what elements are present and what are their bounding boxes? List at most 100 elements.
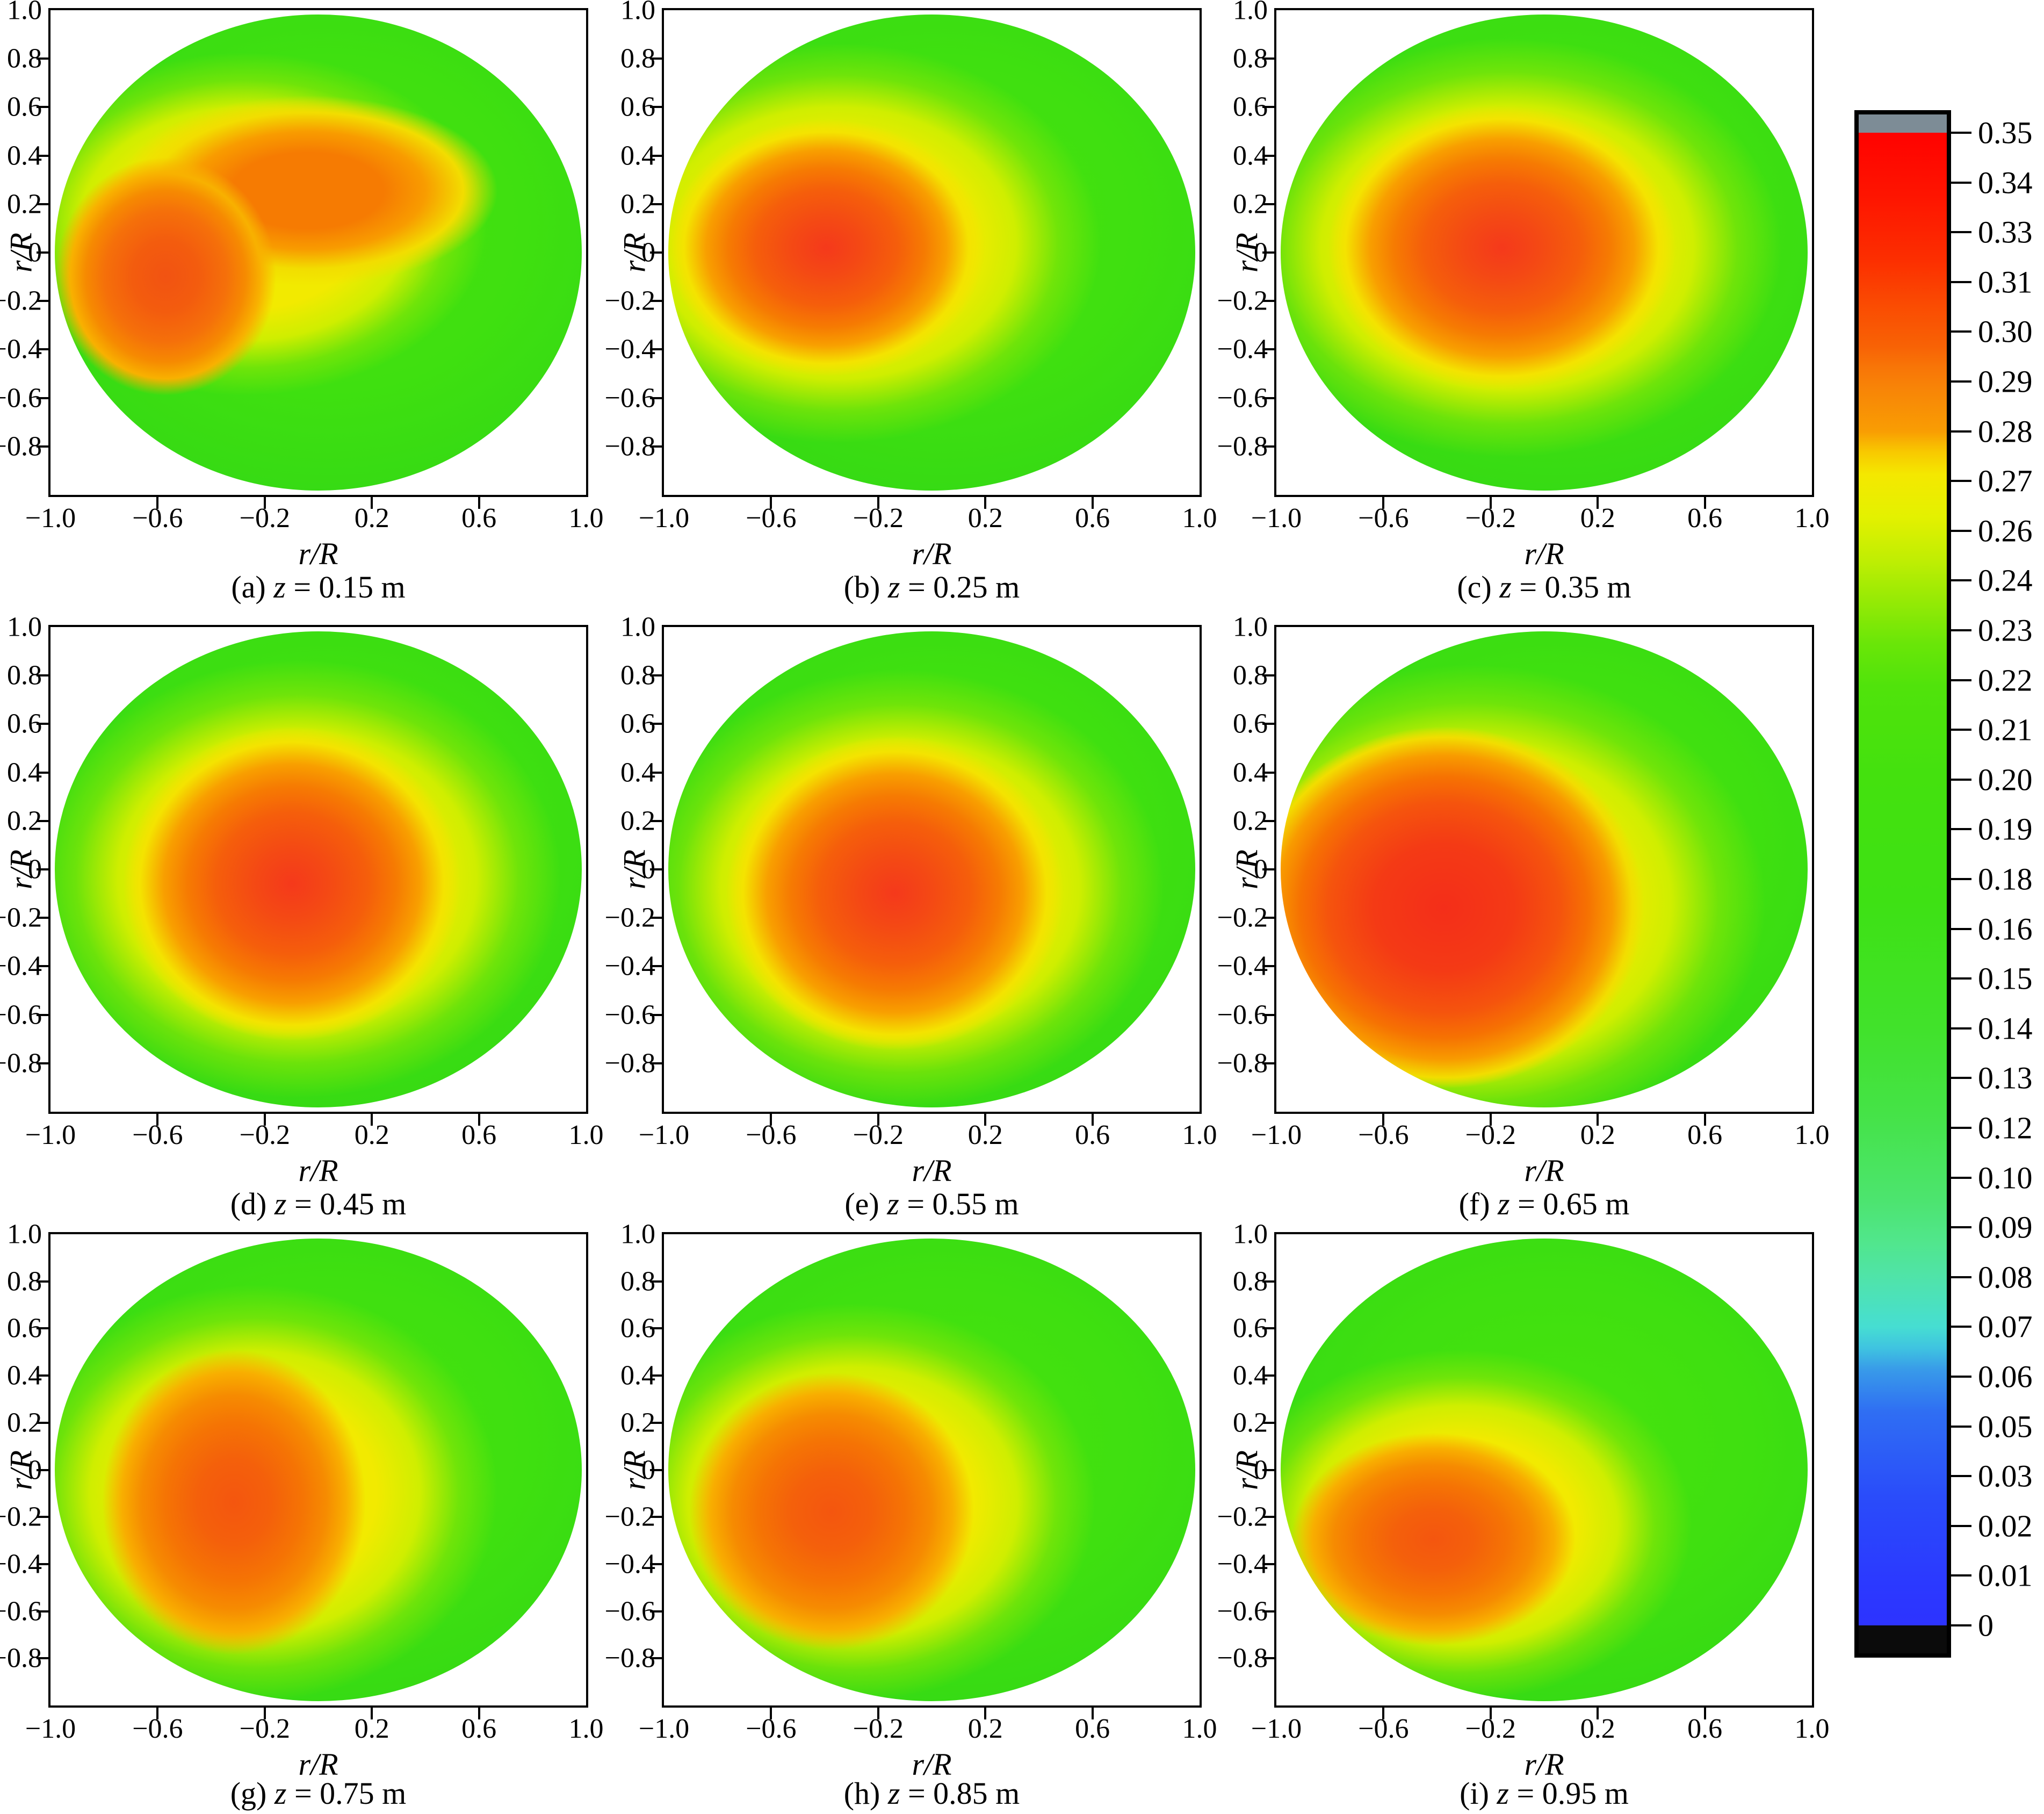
y-tick-label: 0 — [28, 854, 42, 885]
panel-caption: (c) z = 0.35 m — [1457, 570, 1631, 604]
y-tick-label: −0.4 — [604, 1549, 655, 1580]
y-tick-label: −0.4 — [604, 951, 655, 982]
x-tick-label: 0.6 — [1075, 503, 1110, 534]
contour-disk — [55, 15, 582, 491]
y-tick-label: 0.2 — [1233, 189, 1268, 220]
colorbar-gradient — [1859, 133, 1947, 1625]
contour-disk — [668, 1239, 1195, 1701]
contour-panel-c: −1.0 −0.6 −0.2 0.2 0.6 1.0 1.0 0.8 0.6 0.4 0.2 0 −0… — [1217, 0, 1830, 604]
colorbar-tick-mark — [1951, 1276, 1971, 1278]
y-tick-label: −0.6 — [0, 1596, 42, 1627]
colorbar-tick-mark — [1951, 480, 1971, 483]
colorbar-tick-mark — [1951, 1226, 1971, 1229]
y-tick-label: −0.2 — [1217, 285, 1268, 316]
y-tick-label: 0 — [28, 1455, 42, 1485]
x-tick-label: −0.2 — [853, 1120, 904, 1150]
y-tick-label: 0.8 — [7, 43, 42, 74]
x-tick-label: 0.6 — [1075, 1120, 1110, 1150]
y-tick-label: −0.2 — [1217, 902, 1268, 933]
y-tick-label: −0.8 — [0, 1643, 42, 1674]
y-tick-label: 0.4 — [7, 140, 42, 171]
x-tick-label: 0.6 — [1687, 1120, 1723, 1150]
colorbar-tick-label: 0.08 — [1978, 1259, 2033, 1295]
x-tick-label: 0.6 — [461, 503, 497, 534]
y-tick-label: −0.4 — [604, 334, 655, 365]
y-tick-label: 0.4 — [620, 140, 655, 171]
y-tick-label: 1.0 — [620, 611, 655, 643]
x-axis-title: r/R — [912, 536, 952, 571]
x-tick-label: −0.2 — [1465, 503, 1516, 534]
y-tick-label: −0.8 — [604, 1643, 655, 1674]
y-tick-label: 0.6 — [7, 708, 42, 739]
y-tick-label: 1.0 — [1233, 0, 1268, 26]
colorbar-tick-label: 0.02 — [1978, 1508, 2033, 1544]
x-tick-label: 0.2 — [1580, 503, 1615, 534]
contour-panel-a: −1.0 −0.6 −0.2 0.2 0.6 1.0 1.0 0.8 0.6 0.4 0.2 0 −0… — [0, 0, 604, 604]
colorbar-tick-mark — [1951, 778, 1971, 781]
y-tick-label: 0.8 — [1233, 660, 1268, 691]
y-tick-label: 0.4 — [620, 757, 655, 788]
colorbar-tick-mark — [1951, 579, 1971, 582]
y-tick-label: −0.6 — [1217, 1596, 1268, 1627]
colorbar-tick-mark — [1951, 729, 1971, 731]
x-tick-label: −0.6 — [746, 1714, 797, 1744]
colorbar-tick-label: 0.30 — [1978, 314, 2033, 349]
colorbar-tick-mark — [1951, 1624, 1971, 1626]
colorbar-tick-label: 0.06 — [1978, 1359, 2033, 1394]
x-tick-label: 0.2 — [1580, 1120, 1615, 1150]
x-axis-title: r/R — [1524, 1153, 1564, 1188]
y-tick-label: −0.4 — [1217, 334, 1268, 365]
y-tick-label: 0.2 — [7, 1407, 42, 1438]
y-tick-label: −0.2 — [604, 902, 655, 933]
y-tick-label: 0.8 — [7, 1266, 42, 1297]
contour-panel-b: −1.0 −0.6 −0.2 0.2 0.6 1.0 1.0 0.8 0.6 0.4 0.2 0 −0… — [605, 0, 1217, 604]
x-tick-label: −1.0 — [638, 1120, 690, 1150]
panel-caption: (h) z = 0.85 m — [843, 1776, 1020, 1811]
colorbar-tick-label: 0.26 — [1978, 513, 2033, 549]
contour-disk — [55, 631, 582, 1107]
contour-panel-e: −1.0 −0.6 −0.2 0.2 0.6 1.0 1.0 0.8 0.6 0.4 0.2 0 −0… — [605, 612, 1217, 1222]
y-axis-title: r/R — [1229, 232, 1265, 273]
x-tick-label: −0.6 — [746, 503, 797, 534]
colorbar-tick-label: 0.18 — [1978, 861, 2033, 897]
x-tick-label: 1.0 — [1182, 1714, 1217, 1744]
x-tick-label: 0.2 — [354, 1714, 389, 1744]
x-tick-label: 1.0 — [1794, 1714, 1830, 1744]
colorbar-tick-mark — [1951, 231, 1971, 234]
x-tick-label: −0.6 — [1358, 1120, 1409, 1150]
x-tick-label: −1.0 — [638, 1714, 690, 1744]
x-tick-label: 0.6 — [1687, 503, 1723, 534]
y-tick-label: −0.6 — [0, 999, 42, 1031]
colorbar-tick-label: 0.35 — [1978, 115, 2033, 150]
colorbar-tick-mark — [1951, 330, 1971, 333]
y-tick-label: −0.8 — [1217, 431, 1268, 462]
y-tick-label: −0.8 — [0, 431, 42, 462]
x-tick-label: −1.0 — [1251, 503, 1302, 534]
y-axis-title: r/R — [1229, 849, 1265, 890]
x-tick-label: −0.6 — [132, 1714, 183, 1744]
colorbar-tick-mark — [1951, 132, 1971, 134]
y-tick-label: 0 — [641, 237, 655, 268]
colorbar-tick-mark — [1951, 927, 1971, 930]
contour-disk — [1281, 15, 1808, 491]
x-tick-label: −0.6 — [1358, 1714, 1409, 1744]
panel-caption: (e) z = 0.55 m — [844, 1186, 1019, 1221]
x-tick-label: −0.2 — [239, 1120, 290, 1150]
colorbar-tick-label: 0.33 — [1978, 214, 2033, 250]
y-axis-title: r/R — [3, 1450, 39, 1490]
y-tick-label: 1.0 — [7, 1219, 42, 1250]
y-tick-label: 1.0 — [7, 611, 42, 643]
colorbar-tick-mark — [1951, 878, 1971, 880]
colorbar-tick-mark — [1951, 1326, 1971, 1328]
contour-disk — [55, 1239, 582, 1701]
colorbar-tick-label: 0.09 — [1978, 1210, 2033, 1245]
contour-panel-i: −1.0 −0.6 −0.2 0.2 0.6 1.0 1.0 0.8 0.6 0.4 0.2 0 −0… — [1217, 1219, 1830, 1811]
y-tick-label: −0.8 — [1217, 1643, 1268, 1674]
y-tick-label: −0.2 — [604, 285, 655, 316]
colorbar-tick-mark — [1951, 280, 1971, 283]
x-tick-label: −1.0 — [1251, 1120, 1302, 1150]
y-tick-label: −0.4 — [1217, 951, 1268, 982]
y-tick-label: −0.2 — [604, 1501, 655, 1532]
colorbar-tick-label: 0.03 — [1978, 1458, 2033, 1494]
panel-caption: (g) z = 0.75 m — [230, 1776, 407, 1811]
